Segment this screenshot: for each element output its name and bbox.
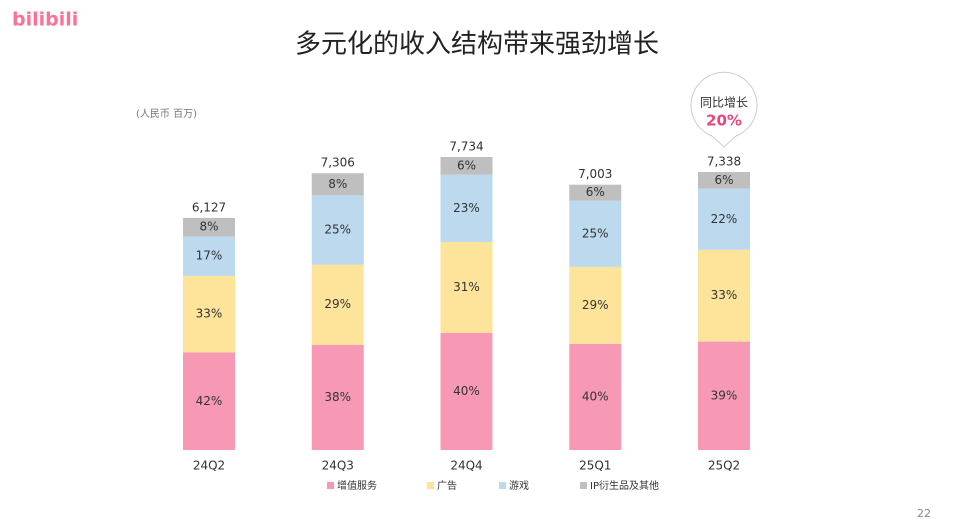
callout-bubble [690, 71, 758, 148]
segment-label: 31% [453, 280, 480, 294]
legend-swatch [580, 482, 587, 489]
segment-label: 8% [199, 220, 218, 234]
bar-segment [698, 341, 750, 450]
bar-segment [311, 173, 364, 196]
segment-label: 6% [586, 185, 605, 199]
segment-label: 6% [457, 158, 476, 172]
bar-segment [311, 264, 364, 345]
total-label: 7,734 [449, 140, 483, 154]
callout-label: 同比增长 [700, 96, 748, 110]
segment-label: 33% [196, 307, 223, 321]
segment-label: 33% [711, 288, 738, 302]
legend-label: 游戏 [509, 479, 529, 492]
total-label: 7,003 [578, 167, 612, 181]
legend-swatch [427, 482, 434, 489]
segment-label: 8% [328, 177, 347, 191]
x-tick-label: 24Q4 [450, 459, 482, 473]
bar-segment [698, 188, 750, 250]
bar-segment [440, 241, 493, 333]
bar-segment [183, 217, 235, 237]
total-label: 7,338 [707, 155, 741, 169]
x-tick-label: 25Q1 [579, 459, 611, 473]
legend-label: 广告 [437, 479, 457, 492]
segment-label: 17% [196, 249, 223, 263]
x-tick-label: 24Q3 [322, 459, 354, 473]
bar-segment [440, 174, 493, 242]
bar-segment [440, 332, 493, 450]
segment-label: 29% [582, 298, 609, 312]
total-label: 7,306 [321, 156, 355, 170]
bar-segment [440, 157, 493, 175]
legend-label: IP衍生品及其他 [590, 479, 659, 492]
bar-segment [183, 236, 235, 276]
bar-segment [698, 249, 750, 342]
legend-swatch [499, 482, 506, 489]
chart-title: 多元化的收入结构带来强劲增长 [295, 30, 659, 60]
bar-segment [311, 195, 364, 265]
bar-segment [569, 266, 622, 344]
segment-label: 25% [582, 226, 609, 240]
legend-swatch [327, 482, 334, 489]
logo: bilibili [12, 9, 78, 31]
legend-label: 增值服务 [337, 479, 377, 492]
bar-segment [311, 344, 364, 450]
unit-label: (人民币 百万) [136, 108, 197, 120]
segment-label: 39% [711, 388, 738, 402]
segment-label: 23% [453, 201, 480, 215]
bar-segment [183, 275, 235, 353]
total-label: 6,127 [192, 200, 226, 214]
bar-segment [569, 200, 622, 267]
page-number: 22 [917, 507, 931, 520]
x-tick-label: 25Q2 [708, 459, 740, 473]
segment-label: 40% [582, 389, 609, 403]
segment-label: 40% [453, 384, 480, 398]
bar-segment [183, 352, 235, 450]
segment-label: 25% [324, 222, 351, 236]
bar-segment [569, 184, 622, 201]
x-tick-label: 24Q2 [193, 459, 225, 473]
bar-segment [569, 343, 622, 450]
bar-segment [698, 172, 750, 189]
segment-label: 42% [196, 394, 223, 408]
segment-label: 6% [714, 173, 733, 187]
callout-value: 20% [706, 112, 742, 130]
segment-label: 22% [711, 212, 738, 226]
segment-label: 38% [324, 390, 351, 404]
segment-label: 29% [324, 297, 351, 311]
